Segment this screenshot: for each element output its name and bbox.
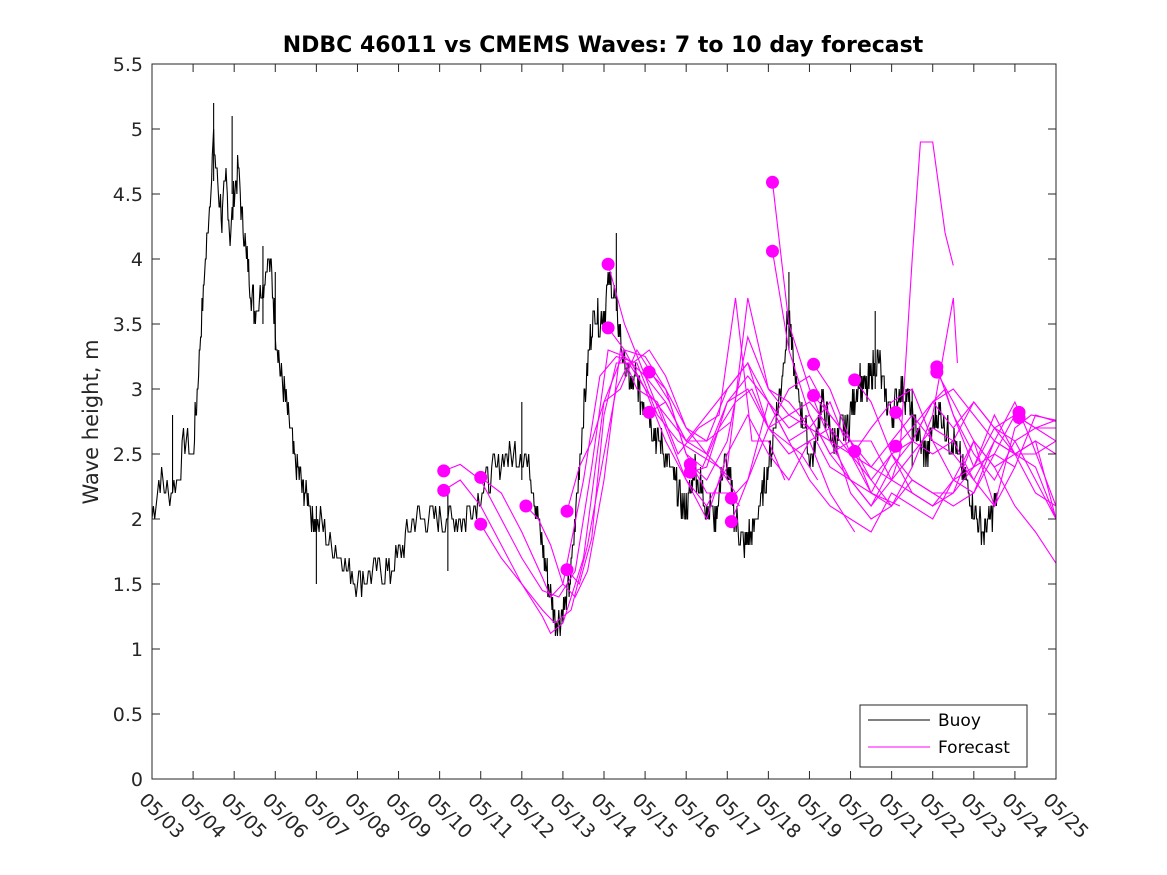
forecast-start-marker xyxy=(474,470,488,484)
forecast-start-marker xyxy=(437,464,451,478)
plot-area xyxy=(152,103,1056,637)
forecast-start-marker xyxy=(560,504,574,518)
y-tick-label: 1 xyxy=(131,639,143,661)
y-tick-label: 4.5 xyxy=(113,184,143,206)
forecast-series-line xyxy=(936,371,1056,520)
forecast-start-marker xyxy=(724,515,738,529)
y-tick-label: 1.5 xyxy=(113,574,143,596)
y-tick-label: 2 xyxy=(131,509,143,531)
forecast-start-marker xyxy=(683,465,697,479)
forecast-series-line xyxy=(566,348,819,512)
y-tick-label: 5.5 xyxy=(113,54,143,76)
forecast-series-line xyxy=(895,400,1056,455)
forecast-start-marker xyxy=(765,244,779,258)
forecast-start-marker xyxy=(1012,411,1026,425)
forecast-start-marker xyxy=(930,365,944,379)
forecast-start-marker xyxy=(765,175,779,189)
forecast-start-marker xyxy=(889,439,903,453)
legend-label-buoy: Buoy xyxy=(938,711,981,731)
y-tick-label: 0.5 xyxy=(113,704,143,726)
forecast-start-marker xyxy=(848,373,862,387)
forecast-start-marker xyxy=(560,563,574,577)
forecast-start-marker xyxy=(642,365,656,379)
forecast-series-line xyxy=(771,182,1056,508)
forecast-start-marker xyxy=(807,389,821,402)
forecast-series-line xyxy=(443,361,732,624)
forecast-start-marker xyxy=(889,405,903,419)
legend: Buoy Forecast xyxy=(859,704,1028,768)
legend-label-forecast: Forecast xyxy=(938,738,1010,758)
forecast-series-line xyxy=(525,297,786,598)
y-tick-label: 3 xyxy=(131,379,143,401)
forecast-series-line xyxy=(936,366,1056,482)
forecast-start-marker xyxy=(642,405,656,419)
legend-frame xyxy=(859,704,1028,768)
forecast-start-marker xyxy=(519,499,533,513)
forecast-start-marker xyxy=(437,483,451,497)
y-tick-label: 5 xyxy=(131,119,143,141)
y-tick-label: 2.5 xyxy=(113,444,143,466)
forecast-start-marker xyxy=(601,321,615,335)
forecast-series-line xyxy=(895,388,1056,520)
y-tick-label: 4 xyxy=(131,249,143,271)
forecast-series-line xyxy=(813,297,958,507)
forecast-series-line xyxy=(607,264,901,508)
y-axis-label: Wave height, m xyxy=(79,339,103,504)
y-tick-label: 3.5 xyxy=(113,314,143,336)
forecast-start-marker xyxy=(724,491,738,505)
forecast-series-line xyxy=(480,355,736,598)
forecast-series-line xyxy=(854,388,1016,494)
buoy-series-line xyxy=(152,128,999,637)
forecast-start-marker xyxy=(807,357,821,371)
forecast-start-marker xyxy=(601,257,615,271)
forecast-start-marker xyxy=(848,444,862,458)
chart-title: NDBC 46011 vs CMEMS Waves: 7 to 10 day f… xyxy=(283,33,924,58)
forecast-series-line xyxy=(730,400,1056,564)
y-tick-label: 0 xyxy=(131,769,143,791)
forecast-start-marker xyxy=(474,517,488,531)
